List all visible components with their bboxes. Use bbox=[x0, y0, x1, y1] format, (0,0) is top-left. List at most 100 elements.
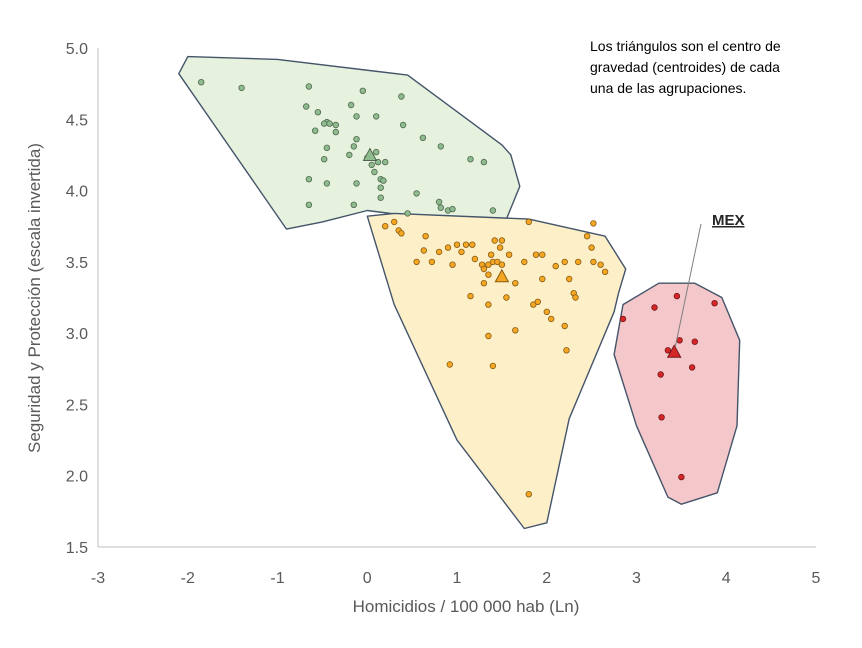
centroid-triangle-2 bbox=[494, 268, 510, 283]
data-point-1 bbox=[437, 143, 444, 150]
x-tick-label: 5 bbox=[812, 570, 821, 587]
data-point-2 bbox=[453, 241, 461, 248]
cluster-hulls bbox=[178, 55, 741, 530]
data-point-1 bbox=[197, 78, 205, 86]
y-tick-label: 2.0 bbox=[66, 469, 88, 486]
data-point-3 bbox=[651, 304, 658, 311]
centroids bbox=[362, 147, 682, 358]
note-line-2: gravedad (centroides) de cada bbox=[590, 59, 780, 75]
data-point-1 bbox=[303, 103, 310, 110]
data-point-2 bbox=[382, 222, 389, 230]
data-point-2 bbox=[505, 251, 513, 258]
mex-leader-line bbox=[674, 223, 702, 348]
data-point-3 bbox=[676, 337, 683, 344]
data-point-2 bbox=[566, 275, 573, 283]
data-point-2 bbox=[521, 258, 528, 266]
data-point-2 bbox=[391, 218, 398, 226]
centroid-note: Los triángulos son el centro de gravedad… bbox=[590, 38, 781, 96]
data-point-1 bbox=[353, 135, 360, 143]
data-point-3 bbox=[691, 338, 698, 345]
data-point-2 bbox=[548, 315, 555, 323]
data-point-2 bbox=[530, 301, 537, 308]
note-line-3: una de las agrupaciones. bbox=[590, 80, 746, 96]
data-point-2 bbox=[512, 327, 519, 334]
y-tick-label: 4.5 bbox=[66, 112, 88, 129]
data-point-3 bbox=[711, 300, 718, 307]
data-point-1 bbox=[404, 210, 411, 217]
data-point-3 bbox=[658, 414, 665, 421]
x-tick-label: 0 bbox=[363, 570, 372, 587]
data-point-2 bbox=[458, 248, 465, 256]
data-point-1 bbox=[323, 144, 331, 151]
y-tick-label: 3.0 bbox=[66, 326, 88, 343]
data-point-1 bbox=[350, 201, 357, 208]
data-point-2 bbox=[496, 244, 504, 251]
data-point-3 bbox=[664, 347, 672, 354]
data-point-2 bbox=[462, 241, 470, 248]
data-point-1 bbox=[373, 113, 380, 120]
data-point-2 bbox=[446, 361, 453, 368]
data-point-1 bbox=[373, 148, 380, 156]
centroid-triangle-1 bbox=[362, 147, 378, 162]
data-point-2 bbox=[563, 347, 570, 354]
data-point-1 bbox=[399, 121, 407, 129]
data-point-2 bbox=[422, 232, 429, 240]
data-point-1 bbox=[238, 84, 245, 92]
data-point-1 bbox=[449, 205, 456, 213]
data-point-2 bbox=[601, 268, 609, 275]
axes: -3 -2 -1 0 1 2 3 4 5 1.5 2.0 2.5 3.0 3.5 4.0 4.5 5.0 bbox=[66, 41, 821, 587]
data-point-1 bbox=[382, 158, 389, 166]
x-tick-label: 1 bbox=[453, 570, 462, 587]
data-point-2 bbox=[491, 237, 498, 244]
data-point-1 bbox=[377, 184, 384, 191]
centroid-triangle-3 bbox=[666, 344, 682, 358]
data-point-2 bbox=[489, 362, 497, 370]
data-point-2 bbox=[588, 244, 595, 251]
data-point-2 bbox=[487, 251, 495, 258]
x-tick-label: 3 bbox=[632, 570, 641, 587]
x-tick-label: 2 bbox=[542, 570, 551, 587]
y-tick-label: 4.0 bbox=[66, 184, 88, 201]
data-point-2 bbox=[485, 301, 492, 308]
data-point-1 bbox=[305, 201, 313, 208]
y-axis-title: Seguridad y Protección (escala invertida… bbox=[25, 143, 44, 453]
data-point-1 bbox=[312, 127, 319, 134]
data-point-2 bbox=[552, 262, 559, 270]
note-line-1: Los triángulos son el centro de bbox=[590, 38, 781, 54]
data-point-1 bbox=[489, 207, 497, 214]
data-point-1 bbox=[368, 161, 375, 169]
data-point-1 bbox=[480, 158, 488, 166]
data-point-1 bbox=[321, 120, 328, 127]
data-point-2 bbox=[543, 308, 550, 315]
data-point-2 bbox=[428, 258, 436, 266]
x-axis-title: Homicidios / 100 000 hab (Ln) bbox=[353, 597, 580, 616]
data-point-2 bbox=[503, 294, 510, 301]
data-point-1 bbox=[346, 151, 353, 159]
data-point-1 bbox=[332, 121, 339, 129]
data-point-3 bbox=[688, 364, 696, 371]
y-tick-label: 5.0 bbox=[66, 41, 88, 58]
data-point-1 bbox=[350, 143, 357, 150]
data-point-3 bbox=[673, 292, 681, 300]
data-point-2 bbox=[485, 332, 492, 340]
mex-label: MEX bbox=[712, 212, 745, 229]
data-point-2 bbox=[572, 294, 579, 301]
data-point-1 bbox=[305, 83, 313, 90]
data-point-1 bbox=[323, 180, 331, 187]
data-point-2 bbox=[485, 271, 492, 278]
data-point-1 bbox=[467, 155, 474, 163]
data-point-2 bbox=[485, 261, 492, 268]
data-point-1 bbox=[437, 204, 444, 211]
data-point-1 bbox=[353, 113, 360, 120]
y-tick-label: 3.5 bbox=[66, 255, 88, 272]
data-point-1 bbox=[419, 134, 427, 141]
data-point-1 bbox=[314, 108, 322, 116]
data-point-2 bbox=[561, 258, 568, 266]
data-point-2 bbox=[597, 261, 604, 268]
data-point-1 bbox=[332, 128, 339, 136]
data-point-2 bbox=[534, 298, 541, 305]
data-point-2 bbox=[575, 258, 582, 266]
data-point-2 bbox=[398, 230, 405, 237]
data-points bbox=[197, 78, 718, 498]
